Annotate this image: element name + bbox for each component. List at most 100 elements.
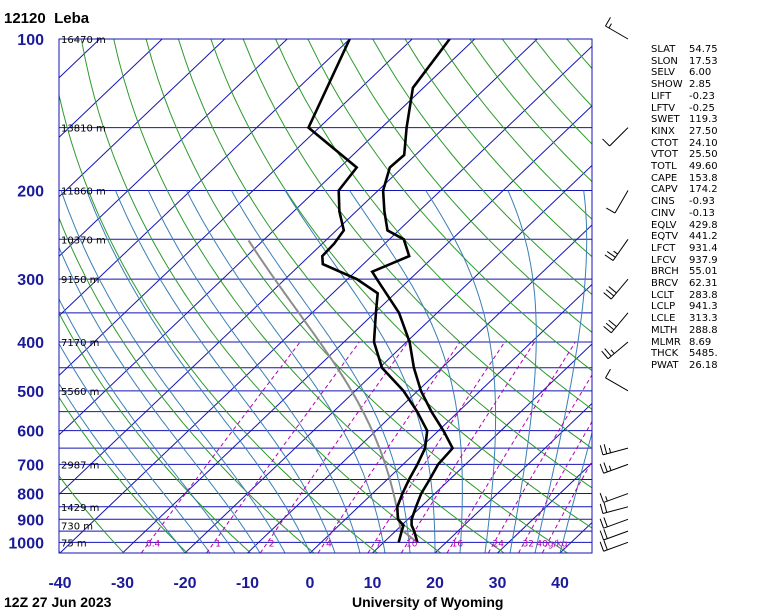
isotherm-line [184,164,592,553]
observation-time: 12Z 27 Jun 2023 [4,594,112,610]
moist-adiabat-line [59,342,211,553]
index-value: 5485. [689,348,718,360]
index-row-mlth: MLTH 288.8 [651,325,765,337]
wind-barb [604,239,629,262]
moist-adiabat-line [534,190,588,553]
moist-adiabat-line [559,430,592,553]
index-name: LFTV [651,102,676,114]
index-value: -0.13 [689,207,715,219]
mixing-ratio-line [487,374,592,553]
wind-barb-flag [603,502,608,513]
dry-adiabat-line [242,39,592,449]
isotherm-line [59,39,226,198]
index-name: CINV [651,207,676,219]
mixing-ratio-label: 1 [215,539,221,549]
wind-barb-flag [599,518,605,529]
wind-barb-flag [604,254,614,262]
wind-barb [599,517,629,529]
index-name: MLMR [651,336,681,348]
height-label: 75 m [61,538,87,549]
mixing-ratio-label: 32 [523,539,534,549]
index-row-slon: SLON 17.53 [651,56,765,68]
wind-barb-staff [605,377,629,392]
wind-barbs [599,17,629,552]
dry-adiabat-line [307,39,592,372]
wind-barb-flag [599,541,605,552]
moist-adiabat-line [425,190,497,553]
moist-adiabat-line [284,190,436,553]
index-row-kinx: KINX 27.50 [651,126,765,138]
temperature-tick-label: -40 [48,575,71,592]
index-name: KINX [651,125,675,137]
wind-barb-flag [602,138,610,147]
dry-adiabat-line [59,311,251,553]
mixing-ratio-label: 4 [326,539,332,549]
station-id: 12120 [4,10,46,27]
height-label: 11860 m [61,187,106,198]
mixing-ratio-label: 10 [406,539,418,549]
moist-adiabat-line [230,190,411,553]
moist-adiabat-line [507,190,537,553]
wind-barb-flag [599,445,604,456]
dry-adiabat-line [177,39,592,529]
index-value: 17.53 [689,55,718,67]
dry-adiabat-line [275,39,592,410]
wind-barb-flag [599,503,604,514]
index-row-selv: SELV 6.00 [651,67,765,79]
mixing-ratio-label: 0.4 [146,539,161,549]
mixing-ratio-line [446,341,576,553]
mixing-ratio-line [518,420,592,553]
wind-barb-flag [606,207,616,214]
wind-barb [606,190,629,214]
index-row-lftv: LFTV -0.25 [651,103,765,115]
index-name: SLAT [651,44,676,55]
wind-barb-flag [603,325,612,334]
plot-area [0,39,592,553]
wind-barb-flag [599,492,605,503]
wind-barb [599,492,629,503]
pressure-label: 100 [17,32,44,49]
isotherm-line [59,39,351,317]
wind-barb-flag [605,289,615,297]
wind-barb [599,529,629,541]
wind-barb-flag [606,251,616,258]
height-label: 16470 m [61,35,106,46]
index-name: TOTL [651,161,677,173]
wind-barb-flag [603,540,608,551]
moist-adiabat-line [349,190,463,553]
index-row-thck: THCK 5485. [651,348,765,360]
index-name: CTOT [651,137,679,149]
index-name: LCLP [651,301,676,313]
index-row-brch: BRCH 55.01 [651,266,765,278]
stability-indices-panel: SLAT 54.75 SLON 17.53 SELV 6.00 SHOW 2.85 LIFT -0… [651,44,765,372]
isotherm-line [122,105,592,553]
index-row-eqtv: EQTV 441.2 [651,231,765,243]
index-value: 8.69 [689,336,712,348]
index-row-lcle: LCLE 313.3 [651,313,765,325]
station-name: Leba [54,10,90,27]
temperature-tick-label: -20 [173,575,196,592]
index-row-lift: LIFT -0.23 [651,91,765,103]
index-value: 119.3 [689,114,718,126]
wind-barb-flag [605,368,611,379]
index-name: SELV [651,67,675,79]
index-value: 429.8 [689,219,718,231]
pressure-label: 300 [17,272,44,289]
pressure-label: 500 [17,384,44,401]
index-value: 441.2 [689,231,718,243]
mixing-ratio-label: 7 [376,539,382,549]
wind-barb-staff [605,25,629,40]
wind-barb-flag [613,250,618,255]
pressure-label: 900 [17,512,44,529]
isotherm-line [0,39,37,553]
index-name: SHOW [651,79,683,91]
wind-barb-staff [610,278,629,300]
wind-barb-staff [610,312,629,334]
wind-barb [599,540,629,552]
wind-barb-flag [601,350,609,360]
wind-barb [599,502,629,515]
wind-barb-flag [599,463,605,474]
height-label: 9150 m [61,275,99,286]
index-name: CAPV [651,184,678,196]
